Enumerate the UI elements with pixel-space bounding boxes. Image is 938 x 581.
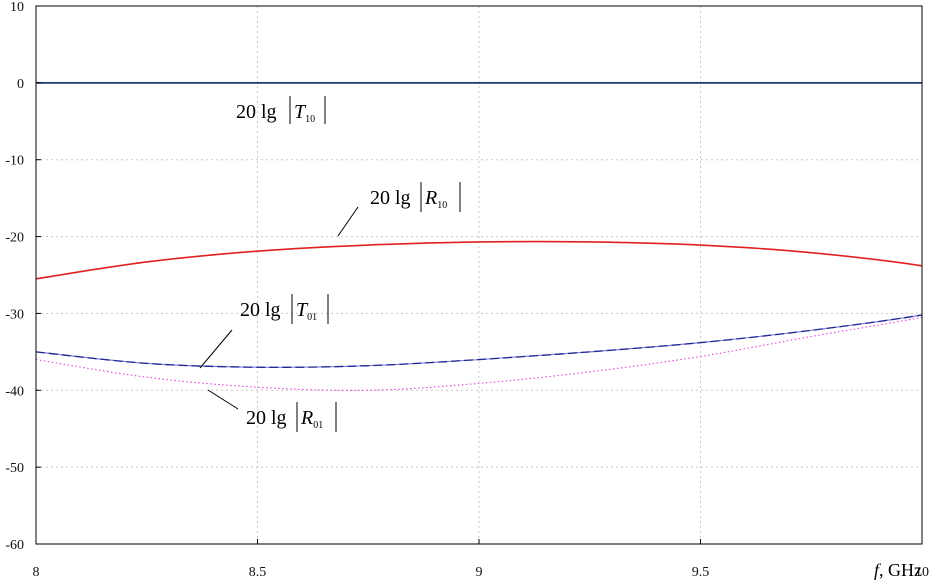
- annotation-t01: 20 lg T01: [240, 294, 329, 324]
- svg-text:R01: R01: [300, 407, 323, 431]
- svg-text:T10: T10: [294, 101, 315, 125]
- svg-text:T01: T01: [296, 299, 317, 323]
- x-tick-label-3: 9.5: [692, 565, 710, 580]
- annotation-r10: 20 lg R10: [370, 182, 461, 212]
- x-tick-label-1: 8.5: [249, 565, 267, 580]
- svg-text:R10: R10: [424, 187, 447, 211]
- series-line-t01-base: [36, 314, 922, 368]
- tick-labels: 88.599.51010.51111.5100-10-20-30-40-50-6…: [5, 0, 929, 580]
- y-tick-label-7: -60: [5, 538, 24, 553]
- y-tick-label-2: -10: [5, 154, 24, 169]
- series-line-r10: [36, 240, 922, 280]
- annotation-t10: 20 lg T10: [236, 96, 326, 125]
- svg-text:20 lg: 20 lg: [370, 187, 411, 209]
- y-tick-label-4: -30: [5, 307, 24, 322]
- svg-text:20 lg: 20 lg: [240, 299, 281, 321]
- y-tick-label-3: -20: [5, 231, 24, 246]
- x-tick-label-2: 9: [476, 565, 483, 580]
- x-tick-label-0: 8: [33, 565, 40, 580]
- svg-text:20 lg: 20 lg: [246, 407, 287, 429]
- leader-t01: [199, 329, 233, 369]
- leader-r10: [337, 206, 359, 237]
- y-tick-label-1: 0: [17, 77, 24, 92]
- y-tick-label-0: 10: [10, 0, 24, 15]
- plot-background: [36, 6, 922, 544]
- x-tick-label-4: 10: [915, 565, 929, 580]
- svg-text:20 lg: 20 lg: [236, 101, 277, 123]
- series-line-t10: [36, 81, 922, 84]
- y-tick-label-6: -50: [5, 461, 24, 476]
- annotation-r01: 20 lg R01: [246, 402, 337, 432]
- x-axis-label: f, GHz: [874, 560, 922, 580]
- series-layer: [36, 81, 922, 391]
- y-tick-label-5: -40: [5, 384, 24, 399]
- leader-r01: [207, 389, 239, 410]
